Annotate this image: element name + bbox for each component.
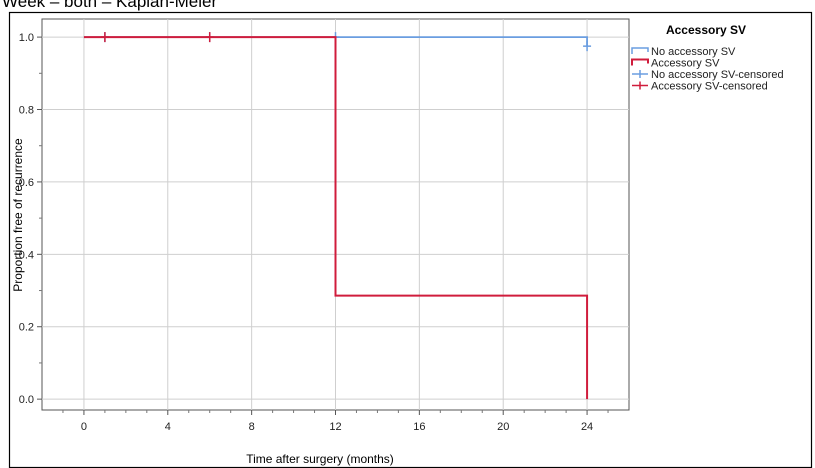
- y-tick-label: 1.0: [19, 32, 34, 44]
- legend-entry-label: Accessory SV: [651, 58, 720, 70]
- survival-curves: [83, 32, 592, 400]
- y-tick-label: 0.6: [19, 177, 34, 189]
- legend-entry-label: No accessory SV-censored: [651, 69, 784, 81]
- legend-swatch: [631, 47, 649, 54]
- legend-title: Accessory SV: [666, 23, 746, 37]
- x-axis-title: Time after surgery (months): [246, 452, 394, 466]
- series-line-accessory-sv: [83, 36, 589, 400]
- y-tick-label: 0.0: [19, 394, 34, 406]
- x-tick-label: 0: [81, 421, 87, 433]
- legend-swatch: [631, 58, 649, 66]
- y-tick-label: 0.8: [19, 105, 34, 117]
- x-tick-label: 24: [581, 421, 593, 433]
- x-tick-label: 4: [165, 421, 171, 433]
- x-tick-label: 20: [497, 421, 509, 433]
- x-tick-label: 16: [413, 421, 425, 433]
- x-tick-label: 8: [249, 421, 255, 433]
- y-axis-title: Proportion free of recurrence: [11, 138, 25, 292]
- y-tick-label: 0.2: [19, 322, 34, 334]
- axes: 0 4 8 12 16 20 24 0.0 0.2 0.4 0.6 0.8 1.0: [19, 32, 609, 433]
- y-tick-label: 0.4: [19, 249, 34, 261]
- legend-entry-label: Accessory SV-censored: [651, 81, 768, 93]
- legend-entry-label: No accessory SV: [651, 46, 736, 58]
- x-tick-label: 12: [329, 421, 341, 433]
- header-fragment: Week – both – Kaplan-Meier: [2, 0, 217, 11]
